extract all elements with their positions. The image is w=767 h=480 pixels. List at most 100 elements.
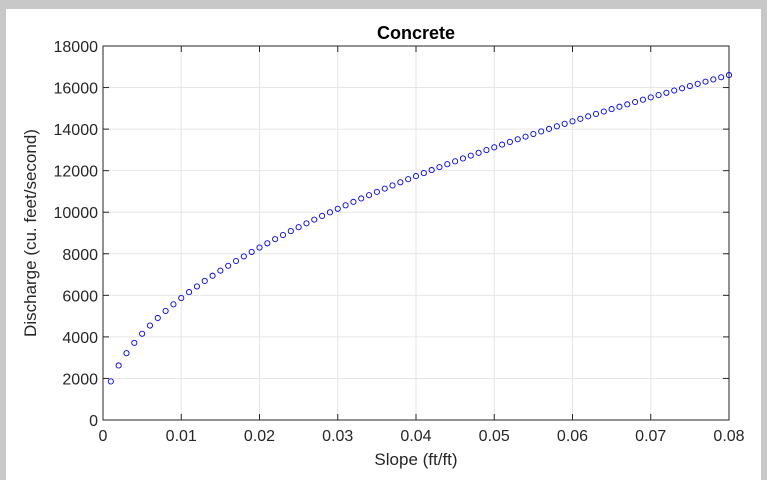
data-point — [506, 138, 513, 145]
data-point — [702, 78, 709, 85]
data-point — [600, 108, 607, 115]
data-point — [232, 257, 240, 265]
data-point — [647, 94, 654, 101]
data-point — [319, 212, 326, 219]
data-point — [139, 330, 146, 337]
data-point — [436, 164, 443, 171]
data-point — [279, 232, 287, 239]
data-point — [201, 277, 208, 285]
data-point — [154, 314, 161, 322]
data-point — [146, 322, 153, 329]
data-point — [530, 130, 537, 138]
data-point — [725, 72, 733, 79]
discharge-vs-slope-chart: 0 0.01 0.02 0.03 0.04 0.05 0.06 0.07 0.08 0 2000 40… — [21, 23, 745, 469]
data-point — [115, 362, 122, 369]
data-point — [123, 350, 130, 357]
data-point — [538, 128, 545, 135]
y-tick-label: 16000 — [54, 81, 99, 98]
data-point — [162, 307, 169, 314]
data-point — [491, 144, 498, 151]
data-point — [209, 272, 216, 279]
chart-title: Concrete — [377, 23, 455, 43]
data-point — [272, 236, 279, 243]
x-tick-label: 0.02 — [244, 428, 275, 445]
data-point — [718, 74, 725, 81]
data-point — [632, 98, 639, 106]
y-tick-label: 2000 — [62, 371, 98, 388]
data-point — [475, 149, 482, 156]
data-point — [264, 240, 271, 247]
data-point — [686, 82, 693, 90]
data-point — [342, 202, 349, 209]
x-tick-label: 0.05 — [479, 428, 510, 445]
data-point — [577, 115, 584, 122]
data-point — [499, 141, 506, 148]
data-point — [710, 76, 717, 83]
data-point — [412, 173, 420, 180]
x-tick-label: 0.08 — [713, 428, 744, 445]
data-point — [420, 170, 427, 177]
data-point — [459, 155, 467, 162]
data-point — [334, 205, 341, 212]
x-tick-label: 0.06 — [557, 428, 588, 445]
data-point — [381, 185, 388, 192]
x-tick-label: 0.01 — [166, 428, 197, 445]
y-tick-label: 8000 — [62, 247, 98, 264]
data-point — [522, 133, 529, 140]
data-point — [585, 113, 592, 120]
data-point — [248, 248, 255, 255]
data-point — [311, 216, 318, 223]
data-point — [694, 80, 701, 87]
x-tick-label: 0.07 — [635, 428, 666, 445]
data-point — [225, 262, 232, 269]
data-point — [193, 283, 200, 290]
x-tick-label: 0.04 — [400, 428, 431, 445]
y-tick-label: 10000 — [54, 205, 99, 222]
y-tick-label: 0 — [89, 413, 98, 430]
data-point — [240, 253, 247, 260]
data-point — [365, 192, 373, 199]
data-point — [592, 110, 600, 117]
data-point — [295, 224, 302, 231]
data-point — [663, 89, 670, 96]
y-axis-label: Discharge (cu. feet/second) — [21, 129, 40, 337]
figure-window: 0 0.01 0.02 0.03 0.04 0.05 0.06 0.07 0.08 0 2000 40… — [6, 9, 761, 480]
data-point — [514, 136, 521, 143]
data-point — [178, 295, 185, 302]
data-point — [287, 228, 294, 235]
data-point — [444, 161, 451, 168]
data-point — [545, 125, 553, 132]
data-point — [131, 339, 138, 346]
data-point — [624, 101, 631, 108]
data-point — [303, 220, 310, 227]
data-point — [655, 92, 662, 99]
data-point — [467, 152, 474, 159]
data-point — [107, 378, 114, 385]
y-tick-label: 4000 — [62, 330, 98, 347]
ticks: 0 0.01 0.02 0.03 0.04 0.05 0.06 0.07 0.08 0 2000 40… — [54, 39, 745, 445]
data-point — [428, 167, 435, 174]
data-point — [569, 118, 576, 125]
data-point — [608, 106, 615, 113]
data-point — [217, 267, 224, 274]
x-axis-label: Slope (ft/ft) — [374, 450, 457, 469]
grid — [102, 45, 730, 421]
y-tick-label: 12000 — [54, 164, 99, 181]
data-point — [373, 188, 380, 195]
y-tick-label: 18000 — [54, 39, 99, 56]
data-point — [350, 198, 357, 205]
data-point — [553, 123, 560, 130]
data-point — [186, 289, 193, 296]
data-point — [326, 209, 333, 216]
x-tick-label: 0 — [99, 428, 108, 445]
data-point — [358, 195, 365, 202]
data-point — [405, 176, 412, 183]
data-point — [561, 120, 568, 127]
data-point — [616, 103, 623, 110]
data-point — [452, 158, 459, 165]
data-point — [639, 96, 646, 103]
data-point — [170, 301, 177, 308]
data-point — [389, 182, 396, 189]
data-points — [107, 72, 733, 385]
data-point — [671, 87, 678, 94]
